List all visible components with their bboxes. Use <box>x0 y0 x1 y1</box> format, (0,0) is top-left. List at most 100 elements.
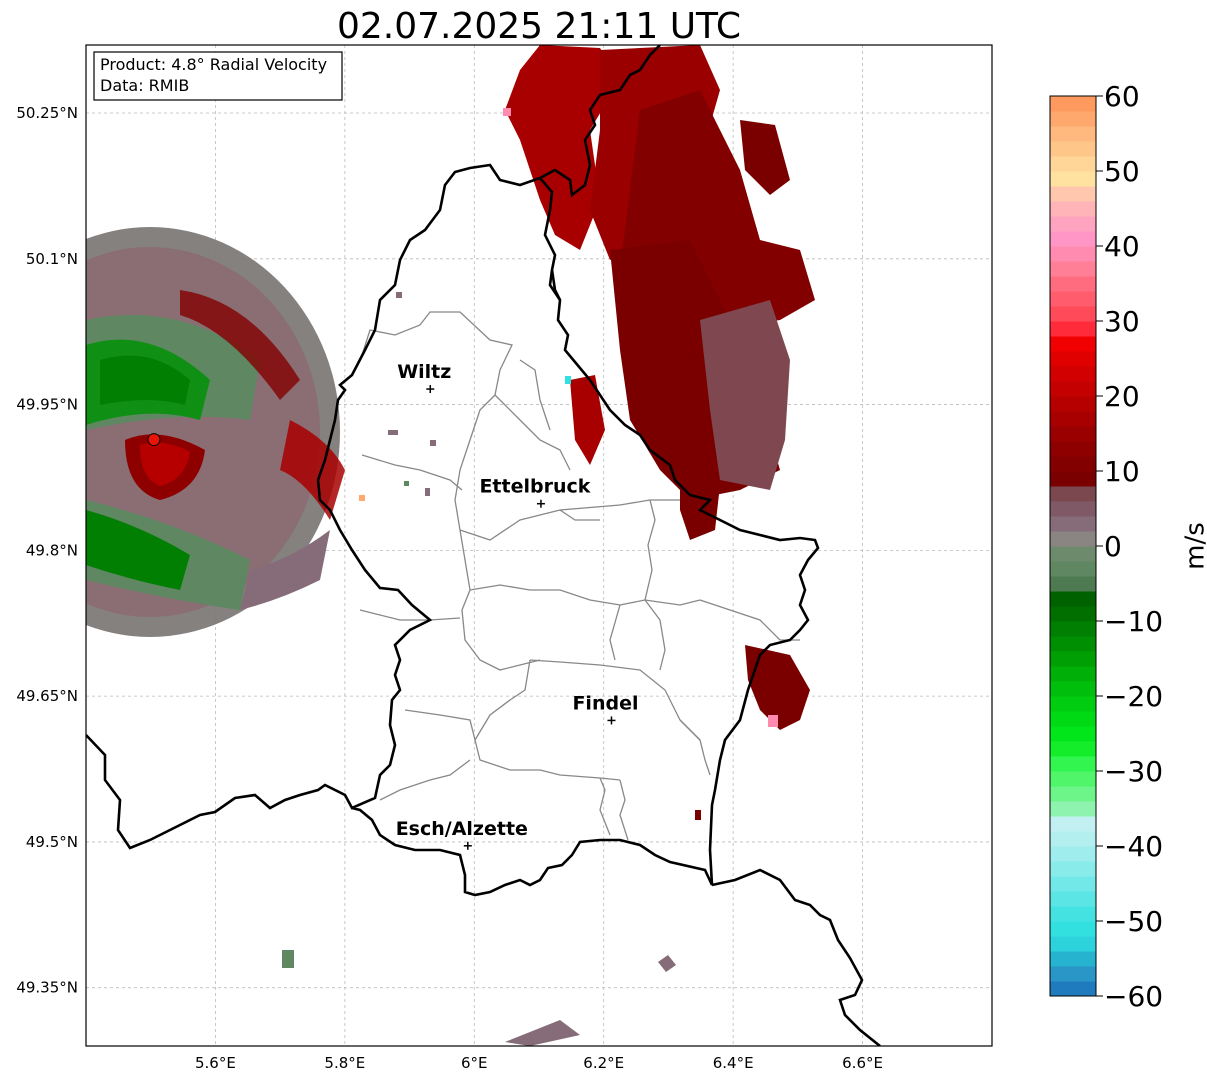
canton-boundaries <box>359 311 800 841</box>
colorbar-band <box>1050 126 1096 142</box>
colorbar-band <box>1050 891 1096 907</box>
colorbar-band <box>1050 801 1096 817</box>
city-markers: Wiltz Ettelbruck Findel Esch/Alzette <box>396 361 638 850</box>
lat-tick-label: 49.65°N <box>16 687 78 705</box>
colorbar-band <box>1050 426 1096 442</box>
colorbar-band <box>1050 321 1096 337</box>
colorbar-band <box>1050 396 1096 412</box>
storm-cell-north <box>503 45 815 540</box>
colorbar-band <box>1050 741 1096 757</box>
colorbar-band <box>1050 981 1096 997</box>
storm-cell-east <box>695 645 810 820</box>
colorbar: 60 50 40 30 20 10 0 −10 −20 −30 −40 −50 −60 m/s <box>1049 80 1207 1013</box>
map-frame <box>85 44 993 1047</box>
colorbar-band <box>1050 936 1096 952</box>
city-label: Findel <box>572 692 638 714</box>
colorbar-band <box>1050 681 1096 697</box>
colorbar-tick-label: −60 <box>1104 980 1163 1013</box>
radar-velocity-echoes <box>86 45 815 1046</box>
lat-tick-label: 49.35°N <box>16 979 78 997</box>
lon-tick-label: 6°E <box>461 1054 488 1072</box>
colorbar-band <box>1050 966 1096 982</box>
colorbar-band <box>1050 531 1096 547</box>
colorbar-label: m/s <box>1181 522 1207 570</box>
colorbar-ticks: 60 50 40 30 20 10 0 −10 −20 −30 −40 −50 −60 <box>1096 80 1163 1013</box>
lon-tick-label: 6.6°E <box>842 1054 883 1072</box>
colorbar-band <box>1050 636 1096 652</box>
city-wiltz: Wiltz <box>397 361 451 394</box>
latitude-axis: 50.25°N 50.1°N 49.95°N 49.8°N 49.65°N 49.5°N 4… <box>16 104 78 997</box>
colorbar-band <box>1050 651 1096 667</box>
colorbar-band <box>1050 261 1096 277</box>
info-source: Data: RMIB <box>100 76 189 95</box>
colorbar-band <box>1050 231 1096 247</box>
city-findel: Findel <box>572 692 638 725</box>
lat-tick-label: 50.25°N <box>16 104 78 122</box>
colorbar-band <box>1050 141 1096 157</box>
colorbar-band <box>1050 876 1096 892</box>
lon-tick-label: 6.2°E <box>583 1054 624 1072</box>
lat-tick-label: 49.95°N <box>16 396 78 414</box>
map-title: 02.07.2025 21:11 UTC <box>337 6 741 47</box>
lon-tick-label: 5.8°E <box>324 1054 365 1072</box>
colorbar-band <box>1050 216 1096 232</box>
lon-tick-label: 5.6°E <box>195 1054 236 1072</box>
colorbar-tick-label: 10 <box>1104 455 1140 488</box>
colorbar-band <box>1050 846 1096 862</box>
colorbar-band <box>1050 786 1096 802</box>
colorbar-band <box>1050 576 1096 592</box>
colorbar-band <box>1050 666 1096 682</box>
colorbar-bands <box>1050 96 1096 997</box>
radar-site-marker <box>147 433 161 447</box>
colorbar-band <box>1050 441 1096 457</box>
colorbar-tick-label: −40 <box>1104 830 1163 863</box>
colorbar-band <box>1050 471 1096 487</box>
colorbar-band <box>1050 306 1096 322</box>
colorbar-band <box>1050 606 1096 622</box>
colorbar-tick-label: 20 <box>1104 380 1140 413</box>
borders <box>86 45 881 1046</box>
info-product: Product: 4.8° Radial Velocity <box>100 55 327 74</box>
colorbar-band <box>1050 336 1096 352</box>
colorbar-band <box>1050 351 1096 367</box>
colorbar-band <box>1050 831 1096 847</box>
colorbar-band <box>1050 186 1096 202</box>
colorbar-band <box>1050 726 1096 742</box>
colorbar-tick-label: 30 <box>1104 305 1140 338</box>
radar-near-field <box>86 227 345 637</box>
colorbar-tick-label: 50 <box>1104 155 1140 188</box>
colorbar-band <box>1050 291 1096 307</box>
colorbar-tick-label: 40 <box>1104 230 1140 263</box>
city-esch-alzette: Esch/Alzette <box>396 818 528 850</box>
small-echoes <box>282 292 676 1046</box>
colorbar-tick-label: 0 <box>1104 530 1122 563</box>
lat-tick-label: 50.1°N <box>26 250 78 268</box>
colorbar-band <box>1050 276 1096 292</box>
lat-tick-label: 49.5°N <box>26 833 78 851</box>
colorbar-tick-label: −20 <box>1104 680 1163 713</box>
longitude-axis: 5.6°E 5.8°E 6°E 6.2°E 6.4°E 6.6°E <box>195 1054 883 1072</box>
colorbar-band <box>1050 456 1096 472</box>
colorbar-tick-label: 60 <box>1104 80 1140 113</box>
colorbar-band <box>1050 156 1096 172</box>
city-ettelbruck: Ettelbruck <box>479 476 591 508</box>
colorbar-band <box>1050 411 1096 427</box>
colorbar-band <box>1050 951 1096 967</box>
lat-tick-label: 49.8°N <box>26 541 78 559</box>
info-box: Product: 4.8° Radial Velocity Data: RMIB <box>93 51 343 101</box>
colorbar-band <box>1050 246 1096 262</box>
colorbar-band <box>1050 861 1096 877</box>
national-borders <box>86 45 881 1046</box>
lon-tick-label: 6.4°E <box>713 1054 754 1072</box>
colorbar-band <box>1050 381 1096 397</box>
colorbar-band <box>1050 621 1096 637</box>
colorbar-band <box>1050 591 1096 607</box>
city-label: Esch/Alzette <box>396 818 528 840</box>
city-label: Wiltz <box>397 361 451 383</box>
colorbar-band <box>1050 696 1096 712</box>
colorbar-band <box>1050 921 1096 937</box>
colorbar-band <box>1050 906 1096 922</box>
colorbar-band <box>1050 486 1096 502</box>
colorbar-band <box>1050 816 1096 832</box>
